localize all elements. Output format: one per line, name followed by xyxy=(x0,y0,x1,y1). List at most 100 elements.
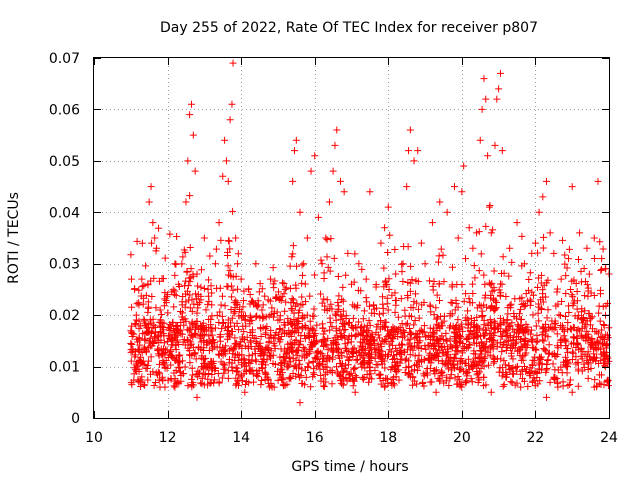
data-point xyxy=(540,345,548,353)
data-point xyxy=(384,306,392,314)
data-point xyxy=(304,363,312,371)
data-point xyxy=(581,278,589,286)
data-point xyxy=(495,85,503,93)
data-point xyxy=(517,343,525,351)
data-point xyxy=(224,367,232,375)
data-point xyxy=(144,361,152,369)
data-point xyxy=(487,281,495,289)
data-point xyxy=(561,251,569,259)
data-point xyxy=(320,336,328,344)
data-point xyxy=(600,321,608,329)
data-point xyxy=(349,345,357,353)
data-point xyxy=(510,328,518,336)
data-point xyxy=(205,323,213,331)
data-point xyxy=(389,335,397,343)
data-point xyxy=(394,313,402,321)
data-point xyxy=(502,361,510,369)
data-point xyxy=(540,337,548,345)
data-point xyxy=(242,322,250,330)
data-point xyxy=(415,314,423,322)
data-point xyxy=(148,239,156,247)
data-point xyxy=(551,366,559,374)
data-point xyxy=(239,297,247,305)
data-point xyxy=(185,296,193,304)
data-point xyxy=(148,292,156,300)
data-point xyxy=(280,321,288,329)
y-tick-label: 0.06 xyxy=(49,102,80,118)
data-point xyxy=(310,365,318,373)
data-point xyxy=(421,342,429,350)
data-point xyxy=(365,378,373,386)
data-point xyxy=(220,347,228,355)
data-point xyxy=(411,334,419,342)
chart-title: Day 255 of 2022, Rate Of TEC Index for r… xyxy=(160,20,538,36)
data-point xyxy=(574,365,582,373)
data-point xyxy=(478,105,486,113)
data-point xyxy=(166,230,174,238)
data-point xyxy=(426,349,434,357)
data-point xyxy=(270,383,278,391)
data-point xyxy=(351,388,359,396)
data-point xyxy=(201,371,209,379)
data-point xyxy=(455,334,463,342)
data-point xyxy=(363,322,371,330)
data-point xyxy=(383,294,391,302)
data-point xyxy=(397,295,405,303)
data-point xyxy=(328,380,336,388)
data-point xyxy=(458,281,466,289)
data-point xyxy=(138,239,146,247)
data-point xyxy=(202,354,210,362)
data-point xyxy=(382,318,390,326)
data-point xyxy=(330,254,338,262)
data-point xyxy=(503,316,511,324)
data-point xyxy=(392,270,400,278)
data-point xyxy=(290,316,298,324)
data-point xyxy=(280,290,288,298)
data-point xyxy=(559,236,567,244)
data-point xyxy=(594,177,602,185)
data-point xyxy=(520,303,528,311)
data-point xyxy=(293,262,301,270)
data-point xyxy=(178,260,186,268)
data-point xyxy=(293,324,301,332)
data-point xyxy=(257,333,265,341)
data-point xyxy=(327,235,335,243)
data-point xyxy=(256,280,264,288)
data-point xyxy=(571,312,579,320)
y-tick-label: 0.02 xyxy=(49,308,80,324)
data-point xyxy=(513,347,521,355)
data-point xyxy=(247,314,255,322)
data-point xyxy=(540,324,548,332)
data-point xyxy=(518,375,526,383)
data-point xyxy=(133,362,141,370)
data-point xyxy=(417,239,425,247)
data-point xyxy=(341,334,349,342)
data-point xyxy=(559,378,567,386)
data-point xyxy=(379,293,387,301)
data-point xyxy=(144,281,152,289)
data-point xyxy=(516,370,524,378)
data-point xyxy=(301,335,309,343)
data-point xyxy=(291,362,299,370)
data-point xyxy=(235,371,243,379)
data-point xyxy=(384,375,392,383)
data-point xyxy=(388,334,396,342)
data-point xyxy=(487,388,495,396)
data-point xyxy=(227,319,235,327)
data-point xyxy=(469,290,477,298)
data-point xyxy=(292,336,300,344)
data-point xyxy=(319,324,327,332)
data-point xyxy=(487,229,495,237)
data-point xyxy=(529,311,537,319)
data-point xyxy=(193,393,201,401)
data-point xyxy=(138,275,146,283)
data-point xyxy=(317,290,325,298)
data-point xyxy=(427,359,435,367)
data-point xyxy=(226,116,234,124)
data-point xyxy=(151,379,159,387)
data-point xyxy=(431,367,439,375)
data-point xyxy=(206,380,214,388)
data-point xyxy=(572,343,580,351)
data-point xyxy=(233,339,241,347)
data-point xyxy=(175,363,183,371)
